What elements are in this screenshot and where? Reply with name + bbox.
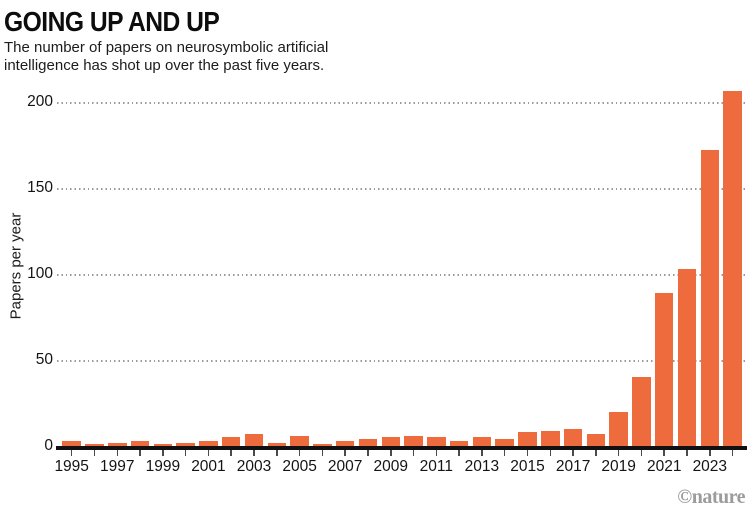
bar-2016 (541, 430, 560, 446)
gridline-50 (57, 359, 747, 362)
bar-2005 (290, 435, 309, 446)
bar-2015 (518, 432, 537, 446)
bar-2007 (335, 440, 355, 446)
x-tick-label-2019: 2019 (601, 458, 636, 475)
x-tick-2016 (549, 449, 552, 456)
bar-2011 (427, 437, 446, 446)
bar-2009 (381, 437, 400, 446)
x-tick-1997 (116, 449, 119, 456)
bar-2000 (176, 442, 195, 446)
y-tick-label-200: 200 (27, 92, 53, 110)
bar-1997 (108, 442, 127, 446)
bar-1996 (85, 444, 104, 446)
x-tick-label-2007: 2007 (327, 458, 363, 475)
bar-2024 (723, 91, 742, 446)
bar-1995 (62, 440, 81, 446)
bar-2008 (358, 439, 378, 446)
bar-2018 (586, 433, 606, 446)
y-tick-label-0: 0 (44, 437, 53, 454)
x-tick-2015 (526, 449, 529, 456)
x-tick-2006 (321, 449, 324, 456)
x-tick-label-2017: 2017 (555, 458, 591, 475)
bar-1999 (153, 444, 173, 446)
y-tick-label-50: 50 (35, 350, 53, 368)
x-tick-2021 (663, 449, 665, 456)
gridline-200 (57, 101, 747, 104)
x-tick-2000 (184, 449, 187, 456)
x-tick-label-2015: 2015 (510, 458, 545, 475)
x-tick-2005 (298, 449, 301, 456)
x-tick-label-2001: 2001 (191, 458, 226, 475)
x-tick-2004 (276, 449, 278, 456)
x-tick-label-2009: 2009 (373, 458, 408, 475)
y-tick-label-150: 150 (27, 178, 53, 196)
x-tick-2011 (435, 449, 438, 456)
x-tick-2010 (412, 449, 415, 456)
x-tick-2008 (367, 449, 369, 456)
bar-2017 (563, 428, 583, 446)
x-tick-label-2023: 2023 (692, 458, 728, 475)
x-tick-1998 (139, 449, 141, 456)
x-tick-2020 (640, 449, 643, 456)
bar-2006 (313, 444, 332, 446)
x-tick-2017 (572, 449, 574, 456)
subtitle-line-2: intelligence has shot up over the past f… (4, 57, 325, 74)
x-tick-label-2003: 2003 (236, 458, 272, 475)
bar-2012 (449, 440, 469, 446)
bar-2003 (244, 433, 264, 446)
x-tick-1996 (93, 449, 96, 456)
bar-2010 (404, 435, 423, 446)
x-tick-2001 (207, 449, 210, 456)
x-tick-1995 (70, 449, 73, 456)
bar-2019 (609, 411, 628, 446)
x-tick-2012 (458, 449, 460, 456)
x-tick-label-2005: 2005 (282, 458, 317, 475)
y-tick-label-100: 100 (27, 264, 53, 282)
gridline-150 (57, 187, 747, 190)
bar-2022 (677, 268, 697, 446)
x-tick-2018 (595, 449, 597, 456)
bar-2001 (199, 440, 218, 446)
x-tick-2007 (344, 449, 346, 456)
x-tick-2013 (481, 449, 483, 456)
x-tick-2014 (503, 449, 506, 456)
x-tick-label-2011: 2011 (419, 458, 453, 475)
bar-2013 (472, 437, 492, 446)
x-tick-label-1995: 1995 (54, 458, 89, 475)
x-tick-label-1999: 1999 (145, 458, 181, 475)
x-tick-2019 (617, 449, 620, 456)
chart-title: GOING UP AND UP (4, 6, 220, 37)
bar-2020 (632, 377, 651, 446)
x-tick-2003 (253, 449, 255, 456)
x-axis-line (56, 446, 747, 450)
x-tick-2022 (686, 449, 688, 456)
bar-2023 (700, 149, 720, 446)
nature-logo: ©nature (677, 486, 745, 508)
bar-2004 (267, 442, 287, 446)
bar-2021 (654, 292, 674, 446)
x-tick-1999 (162, 449, 164, 456)
bar-1998 (130, 440, 150, 446)
x-tick-label-2021: 2021 (646, 458, 682, 475)
x-tick-2023 (709, 449, 711, 456)
chart-subtitle: The number of papers on neurosymbolic ar… (4, 39, 328, 75)
gridline-100 (57, 273, 747, 276)
subtitle-line-1: The number of papers on neurosymbolic ar… (4, 39, 329, 56)
x-tick-2009 (390, 449, 392, 456)
x-tick-2024 (731, 449, 734, 456)
x-tick-2002 (230, 449, 232, 456)
bar-2014 (495, 439, 514, 446)
x-tick-label-2013: 2013 (464, 458, 500, 475)
bar-2002 (221, 437, 241, 446)
x-tick-label-1997: 1997 (100, 458, 135, 475)
